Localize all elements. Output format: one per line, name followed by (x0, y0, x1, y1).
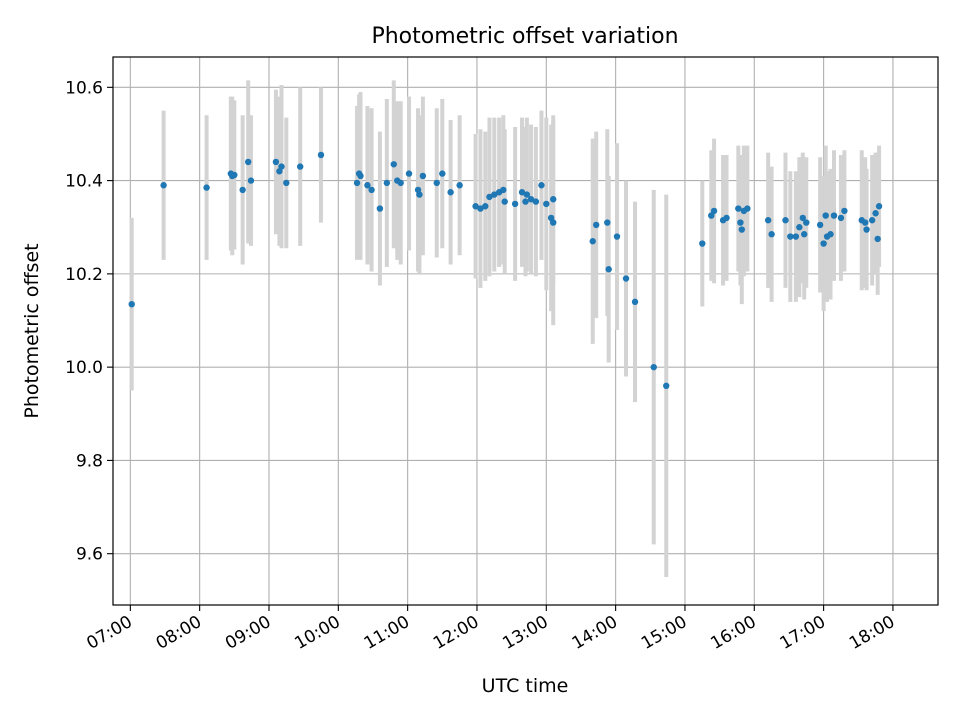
data-point (472, 203, 479, 210)
x-axis-label: UTC time (482, 675, 569, 697)
data-point (527, 196, 535, 203)
data-point (604, 219, 611, 226)
data-point (841, 207, 848, 215)
data-point (522, 198, 529, 205)
data-point (390, 161, 397, 168)
data-point (477, 205, 484, 212)
data-point (738, 226, 746, 233)
data-point (353, 179, 361, 187)
data-point (523, 191, 531, 198)
data-point (231, 171, 238, 179)
plot-frame (112, 56, 939, 606)
data-point (247, 177, 255, 184)
data-point (511, 200, 519, 208)
data-point (368, 186, 375, 194)
data-point (543, 200, 550, 208)
data-point (518, 189, 526, 196)
data-point (501, 198, 508, 205)
data-point (296, 163, 304, 170)
data-point (605, 266, 612, 273)
data-point (491, 191, 498, 198)
data-point (816, 221, 824, 229)
data-point (622, 275, 630, 282)
data-point (538, 182, 545, 189)
data-point (613, 233, 621, 240)
data-point (160, 182, 167, 189)
data-point (803, 219, 810, 226)
y-tick-label: 9.6 (76, 545, 103, 565)
data-point (663, 382, 670, 389)
data-point (796, 224, 803, 231)
data-point (872, 210, 879, 217)
data-point (128, 300, 135, 308)
data-point (787, 233, 794, 240)
data-point (550, 196, 557, 203)
data-point (500, 186, 507, 194)
data-point (397, 179, 404, 187)
data-point (827, 231, 834, 238)
data-point (723, 214, 730, 222)
data-point (456, 182, 463, 189)
data-point (822, 212, 829, 219)
data-point (837, 214, 845, 222)
data-points (128, 151, 883, 389)
data-point (357, 172, 364, 180)
data-point (737, 219, 744, 226)
data-point (699, 240, 706, 247)
data-point (416, 191, 423, 198)
data-point (550, 219, 557, 226)
data-point (650, 363, 657, 371)
data-point (708, 212, 715, 219)
data-point (593, 221, 600, 229)
data-point (383, 179, 391, 187)
data-point (830, 212, 838, 219)
data-point (768, 231, 775, 238)
data-point (589, 238, 596, 245)
y-tick-label: 9.8 (76, 451, 103, 471)
data-point (317, 151, 325, 159)
y-tick-label: 10.6 (65, 78, 103, 98)
data-point (744, 205, 751, 212)
data-point (239, 186, 246, 194)
data-point (764, 217, 772, 224)
data-point (792, 233, 800, 240)
data-point (482, 203, 489, 210)
data-point (862, 219, 869, 226)
data-point (203, 184, 210, 191)
data-point (244, 158, 252, 166)
data-point (735, 205, 742, 212)
data-point (376, 205, 384, 212)
data-point (447, 189, 454, 196)
data-point (863, 226, 870, 233)
data-point (631, 298, 639, 306)
data-point (272, 158, 280, 166)
data-point (782, 217, 789, 224)
data-point (486, 193, 493, 201)
data-point (283, 179, 290, 187)
data-point (874, 235, 881, 243)
data-point (820, 240, 827, 247)
data-point (799, 214, 807, 222)
data-point (405, 170, 413, 177)
data-point (419, 172, 427, 180)
chart-title: Photometric offset variation (371, 24, 678, 49)
y-axis: 9.6 9.8 10.0 10.2 10.4 10.6 (65, 78, 113, 565)
data-point (439, 170, 446, 177)
data-point (868, 217, 876, 224)
data-point (433, 179, 440, 187)
y-tick-label: 10.0 (65, 358, 103, 378)
data-point (532, 198, 540, 205)
data-point (800, 231, 808, 238)
data-point (710, 207, 718, 215)
data-point (278, 163, 285, 170)
data-point (364, 182, 371, 189)
data-point (875, 203, 883, 210)
y-tick-label: 10.2 (65, 265, 103, 285)
y-axis-label: Photometric offset (21, 243, 43, 418)
y-tick-label: 10.4 (65, 172, 103, 192)
